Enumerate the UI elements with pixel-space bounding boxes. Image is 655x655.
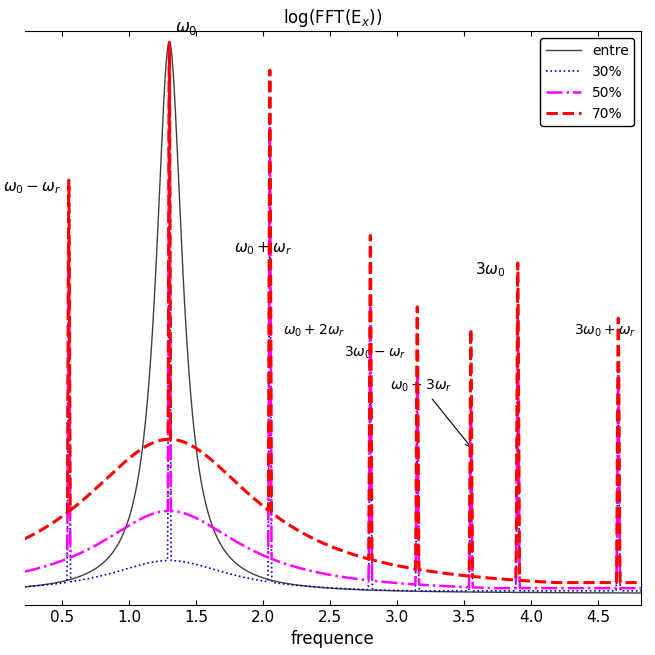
- Text: $3\omega_0$: $3\omega_0$: [475, 260, 506, 278]
- 70%: [641, 578, 649, 586]
- 50%: [166, 39, 174, 47]
- 50%: [514, 316, 522, 324]
- 50%: [491, 584, 499, 592]
- 30%: [641, 587, 649, 595]
- 50%: [481, 584, 489, 591]
- 70%: [481, 574, 489, 582]
- 50%: [21, 568, 29, 576]
- Legend: entre, 30%, 50%, 70%: entre, 30%, 50%, 70%: [540, 38, 634, 126]
- 50%: [641, 584, 649, 592]
- Text: $\omega_0+3\omega_r$: $\omega_0+3\omega_r$: [390, 378, 471, 447]
- 50%: [246, 545, 253, 553]
- entre: [52, 579, 60, 587]
- 30%: [415, 576, 423, 584]
- 70%: [388, 561, 396, 569]
- 70%: [166, 39, 174, 47]
- entre: [641, 589, 649, 597]
- 30%: [52, 580, 60, 588]
- Line: 70%: 70%: [25, 43, 645, 582]
- 50%: [52, 559, 60, 567]
- Text: $\omega_0$: $\omega_0$: [175, 19, 197, 37]
- Line: 30%: 30%: [25, 43, 645, 591]
- entre: [246, 569, 253, 576]
- Text: $\omega_0+2\omega_r$: $\omega_0+2\omega_r$: [283, 322, 345, 339]
- entre: [481, 588, 489, 596]
- Text: $\omega_0-\omega_r$: $\omega_0-\omega_r$: [3, 180, 62, 196]
- 30%: [166, 39, 174, 47]
- X-axis label: frequence: frequence: [291, 630, 375, 648]
- 30%: [388, 586, 396, 594]
- 30%: [410, 587, 418, 595]
- 30%: [514, 371, 522, 379]
- entre: [415, 588, 423, 595]
- entre: [388, 587, 396, 595]
- Title: log(FFT(E$_x$)): log(FFT(E$_x$)): [283, 7, 383, 29]
- Text: $\omega_0+\omega_r$: $\omega_0+\omega_r$: [234, 240, 292, 257]
- 50%: [388, 578, 396, 586]
- 70%: [514, 259, 521, 267]
- 30%: [21, 583, 29, 591]
- Line: entre: entre: [25, 43, 645, 593]
- 70%: [552, 578, 560, 586]
- 50%: [415, 568, 423, 576]
- entre: [21, 583, 29, 591]
- entre: [514, 588, 521, 596]
- Text: $3\omega_0+\omega_r$: $3\omega_0+\omega_r$: [574, 322, 636, 339]
- Text: $3\omega_0-\omega_r$: $3\omega_0-\omega_r$: [343, 345, 405, 361]
- 30%: [246, 574, 253, 582]
- 70%: [52, 517, 60, 525]
- 30%: [481, 587, 489, 595]
- 70%: [246, 491, 253, 498]
- 70%: [21, 535, 29, 543]
- entre: [166, 39, 174, 47]
- 70%: [415, 561, 423, 569]
- Line: 50%: 50%: [25, 43, 645, 588]
